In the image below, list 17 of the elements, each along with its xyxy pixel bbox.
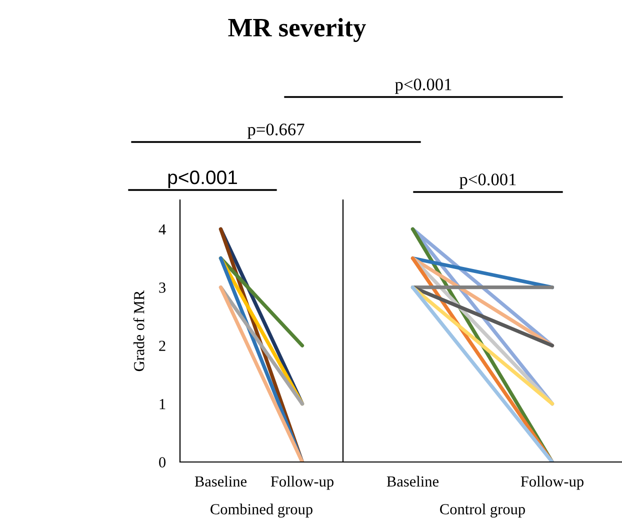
text: p=0.667 [248, 124, 304, 139]
y-tick-label: 4 [158, 224, 166, 234]
y-tick-label: 2 [159, 340, 166, 351]
y-tick-label: 3 [159, 282, 166, 293]
x-tick-label: Follow-up [270, 476, 334, 490]
chart-title: MR severity [228, 18, 366, 42]
x-tick-label: Baseline [194, 476, 247, 487]
text: p<0.001 [168, 170, 237, 188]
x-tick-label: Baseline [386, 476, 439, 487]
x-tick-label: Follow-up [520, 476, 584, 490]
y-axis-title: Grade of MR [133, 290, 144, 372]
text: p<0.001 [460, 174, 516, 189]
x-axis-title: Control group [440, 504, 525, 518]
y-tick-label: 0 [159, 457, 166, 468]
y-tick-label: 1 [160, 398, 166, 410]
text: p<0.001 [395, 78, 452, 94]
x-axis-title: Combined group [210, 504, 312, 518]
